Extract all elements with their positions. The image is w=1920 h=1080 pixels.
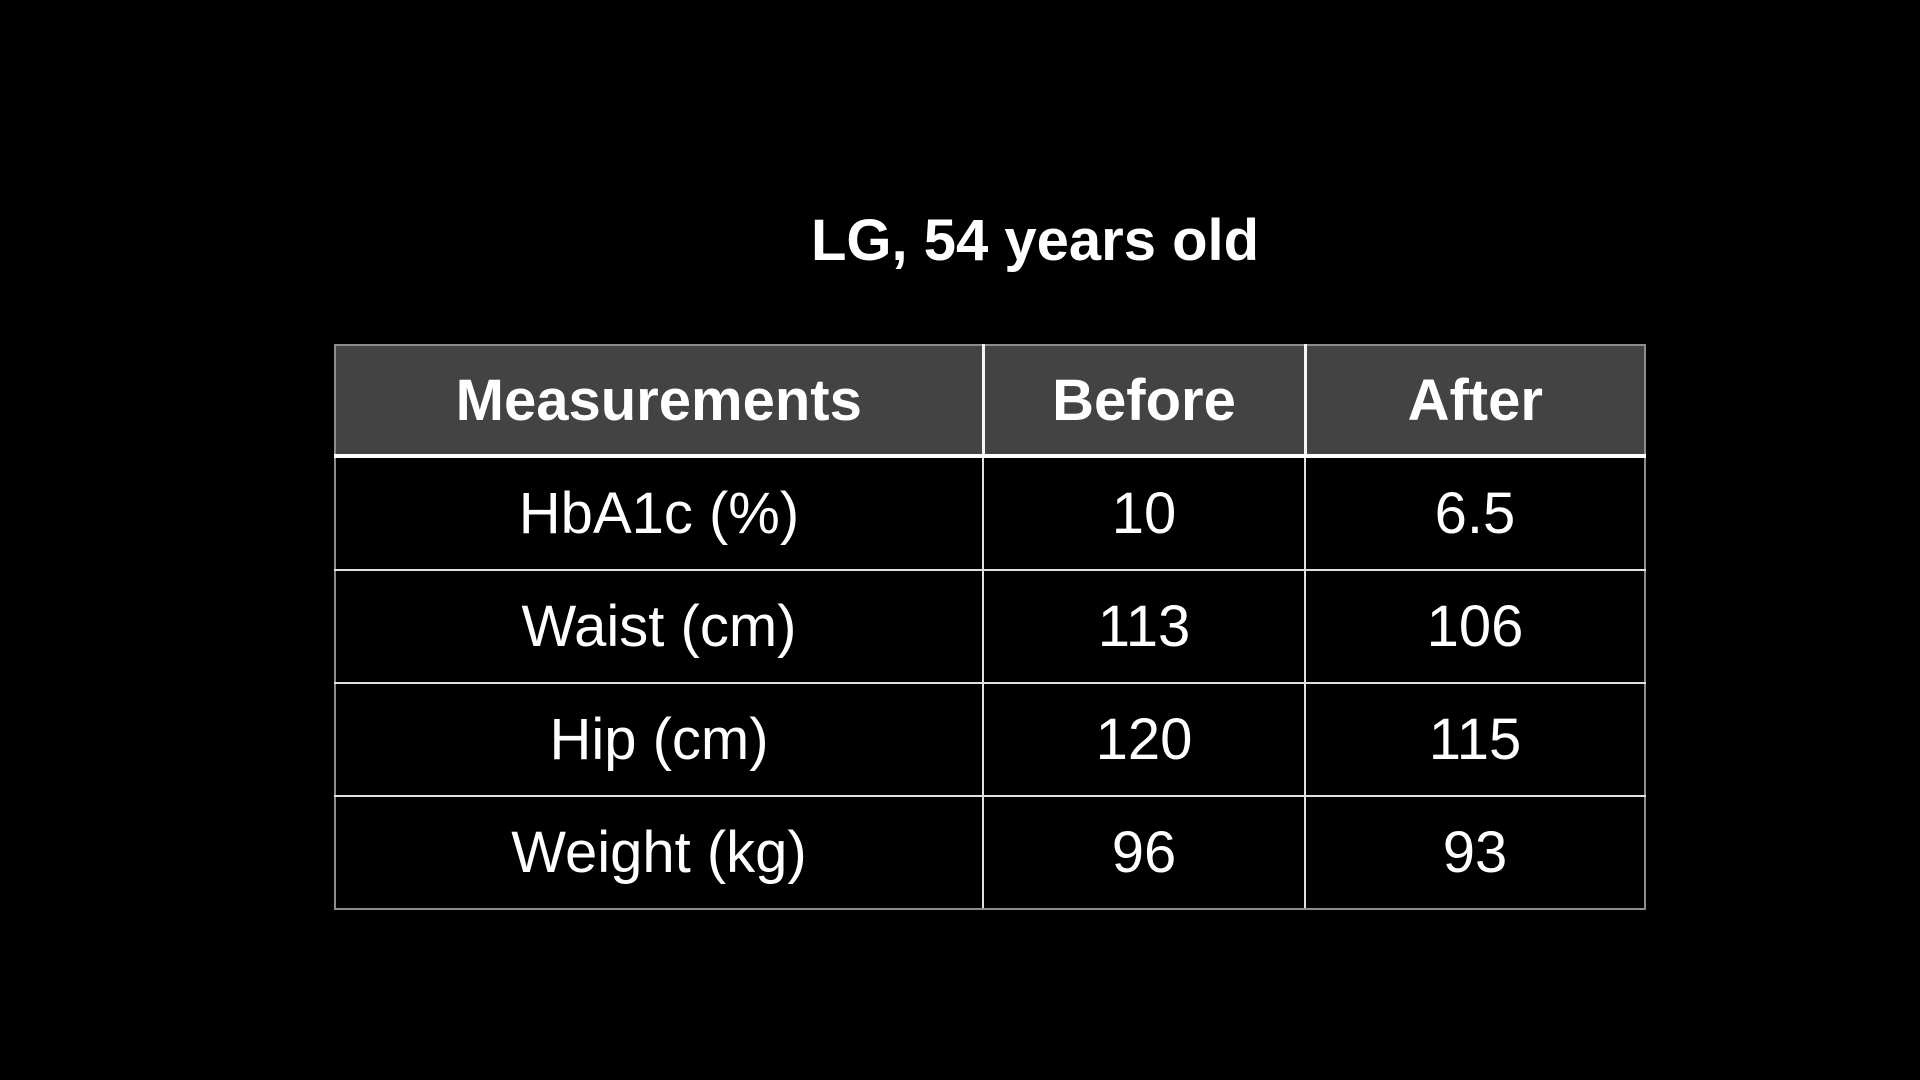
- table-row: HbA1c (%) 10 6.5: [334, 455, 1646, 571]
- table-row: Weight (kg) 96 93: [334, 795, 1646, 910]
- slide-title: LG, 54 years old: [810, 208, 1260, 273]
- cell-after-value: 93: [1304, 795, 1646, 910]
- cell-measurement-label: Weight (kg): [334, 795, 984, 910]
- table-body: HbA1c (%) 10 6.5 Waist (cm) 113 106 Hip …: [334, 455, 1646, 910]
- table-header: Measurements Before After: [334, 344, 1646, 458]
- cell-after-value: 106: [1304, 569, 1646, 684]
- header-cell-measurements: Measurements: [334, 344, 985, 458]
- cell-measurement-label: Waist (cm): [334, 569, 984, 684]
- cell-after-value: 115: [1304, 682, 1646, 797]
- measurements-table: Measurements Before After HbA1c (%) 10 6…: [334, 344, 1646, 910]
- cell-before-value: 120: [982, 682, 1306, 797]
- cell-measurement-label: HbA1c (%): [334, 455, 984, 571]
- cell-before-value: 113: [982, 569, 1306, 684]
- header-cell-after: After: [1303, 344, 1646, 458]
- cell-after-value: 6.5: [1304, 455, 1646, 571]
- table-row: Hip (cm) 120 115: [334, 682, 1646, 797]
- table-row: Waist (cm) 113 106: [334, 569, 1646, 684]
- cell-measurement-label: Hip (cm): [334, 682, 984, 797]
- header-cell-before: Before: [981, 344, 1307, 458]
- cell-before-value: 96: [982, 795, 1306, 910]
- table-header-row: Measurements Before After: [334, 344, 1646, 458]
- cell-before-value: 10: [982, 455, 1306, 571]
